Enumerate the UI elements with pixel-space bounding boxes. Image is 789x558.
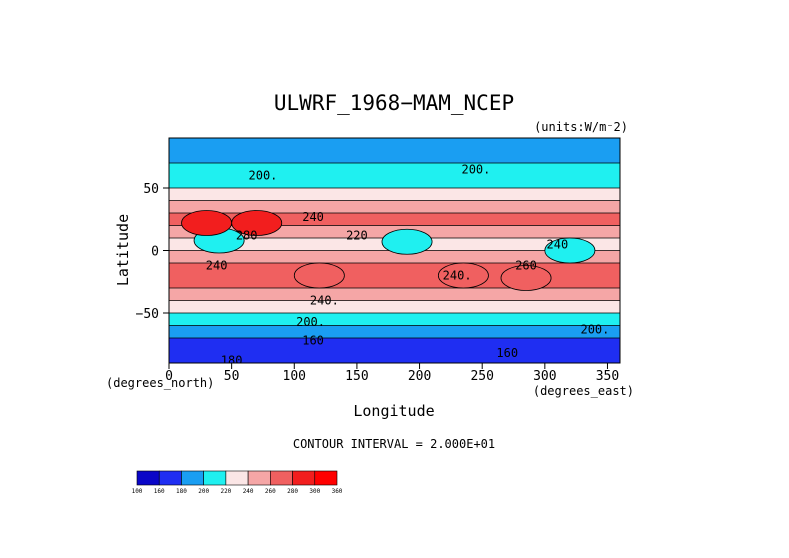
x-tick-label-5: 250 [470,369,493,384]
colorbar-label-3: 200 [198,488,209,495]
contour-labels: 200. 200. 240 280 220 240 240 240. 260 240. 200. 20… [206,162,610,368]
colorbar-label-0: 100 [132,488,143,495]
band-16 [169,338,620,351]
band-13 [169,300,620,313]
y-unit-label: (degrees_north) [106,376,214,390]
colorbar-swatch-0 [136,470,160,486]
y-axis-ticks: −50 0 50 [136,182,169,322]
contour-label-1: 200. [461,162,490,176]
band-17 [169,350,620,363]
units-label: (units:W/m⁻2) [534,120,628,134]
region-4 [181,210,233,236]
colorbar-label-1: 160 [154,488,165,495]
region-6 [500,265,552,291]
colorbar-label-7: 280 [287,488,298,495]
region-2 [381,228,433,255]
colorbar-label-6: 260 [265,488,276,495]
x-tick-label-6: 300 [533,369,556,384]
x-tick-label-2: 100 [283,369,306,384]
plot-area: 200. 200. 240 280 220 240 240 240. 260 240. 200. 20… [169,138,620,368]
colorbar-swatch-3 [203,470,227,486]
chart-title: ULWRF_1968−MAM_NCEP [274,91,514,115]
colorbar-label-9: 360 [332,488,343,495]
x-tick-label-4: 200 [408,369,431,384]
contour-label-7: 240. [443,269,472,283]
field-regions [181,210,596,291]
band-10 [169,263,620,276]
contour-label-8: 260 [515,259,537,273]
band-14 [169,313,620,326]
x-tick-label-0: 0 [165,369,173,384]
band-1 [169,150,620,163]
colorbar-swatch-4 [225,470,249,486]
colorbar-swatch-2 [181,470,204,486]
contour-label-0: 200. [249,169,278,183]
band-0 [169,138,620,151]
y-tick-label-0: −50 [136,307,159,322]
band-9 [169,250,620,263]
y-axis-label: Latitude [114,214,132,286]
contour-label-12: 160 [302,334,324,348]
contour-label-6: 240 [206,259,228,273]
colorbar-swatch-8 [314,470,338,486]
contour-label-3: 280 [236,229,258,243]
x-tick-label-7: 350 [596,369,619,384]
contour-label-10: 200. [296,315,325,329]
x-tick-label-1: 50 [224,369,240,384]
band-12 [169,288,620,301]
region-1 [544,237,596,264]
x-axis-label: Longitude [353,402,434,420]
colorbar-label-2: 180 [176,488,187,495]
contour-label-11: 200. [580,322,609,336]
contour-label-13: 160 [496,346,518,360]
band-11 [169,275,620,288]
region-5 [293,262,345,289]
colorbar-swatch-6 [270,470,293,486]
y-tick-label-1: 0 [151,245,159,260]
colorbar-swatch-5 [247,470,271,486]
contour-label-4: 220 [346,229,368,243]
x-tick-label-3: 150 [345,369,368,384]
contour-label-9: 240. [310,294,339,308]
colorbar-swatch-1 [158,470,182,486]
band-3 [169,175,620,188]
contour-interval-label: CONTOUR INTERVAL = 2.000E+01 [293,437,495,451]
contour-label-14: 180 [221,354,243,368]
band-4 [169,188,620,201]
colorbar-label-8: 300 [309,488,320,495]
region-7 [437,262,489,289]
colorbar-swatch-7 [292,470,316,486]
y-tick-label-2: 50 [143,182,159,197]
contour-label-5: 240 [547,237,569,251]
x-axis-ticks: 0 50 100 150 200 250 300 350 [165,363,619,384]
x-unit-label: (degrees_east) [533,384,634,398]
band-5 [169,200,620,213]
colorbar-label-4: 220 [220,488,231,495]
band-2 [169,163,620,176]
colorbar: 100 160 180 200 220 240 260 280 300 360 [132,470,343,495]
contour-label-2: 240 [302,210,324,224]
band-15 [169,325,620,338]
colorbar-label-5: 240 [243,488,254,495]
